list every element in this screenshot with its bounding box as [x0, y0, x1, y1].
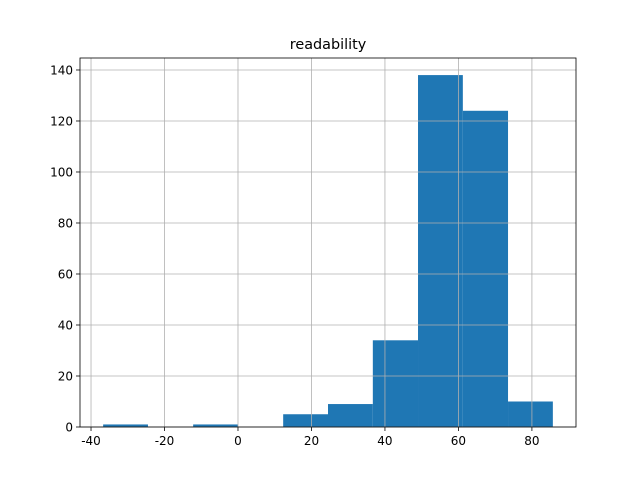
- bar: [418, 75, 463, 427]
- bar: [283, 414, 328, 427]
- bar: [372, 340, 419, 427]
- axes-frame: [79, 57, 577, 428]
- y-tick-label: 20: [58, 369, 73, 383]
- x-tick-label: 20: [304, 434, 319, 448]
- y-tick-label: 80: [58, 216, 73, 230]
- x-tick-label: 60: [451, 434, 466, 448]
- bar: [103, 424, 148, 427]
- bar: [193, 424, 238, 427]
- y-tick-label: 60: [58, 267, 73, 281]
- x-tick-label: 0: [234, 434, 242, 448]
- bar: [328, 404, 373, 427]
- x-tick-label: -40: [81, 434, 101, 448]
- x-tick-label: -20: [155, 434, 175, 448]
- x-tick-label: 40: [377, 434, 392, 448]
- bar: [508, 401, 553, 427]
- y-tick-label: 0: [65, 421, 73, 435]
- x-tick-label: 80: [524, 434, 539, 448]
- chart-title: readability: [290, 37, 367, 53]
- bar: [462, 110, 509, 428]
- y-tick-label: 100: [50, 165, 73, 179]
- y-tick-label: 40: [58, 318, 73, 332]
- y-tick-label: 140: [50, 63, 73, 77]
- y-tick-label: 120: [50, 114, 73, 128]
